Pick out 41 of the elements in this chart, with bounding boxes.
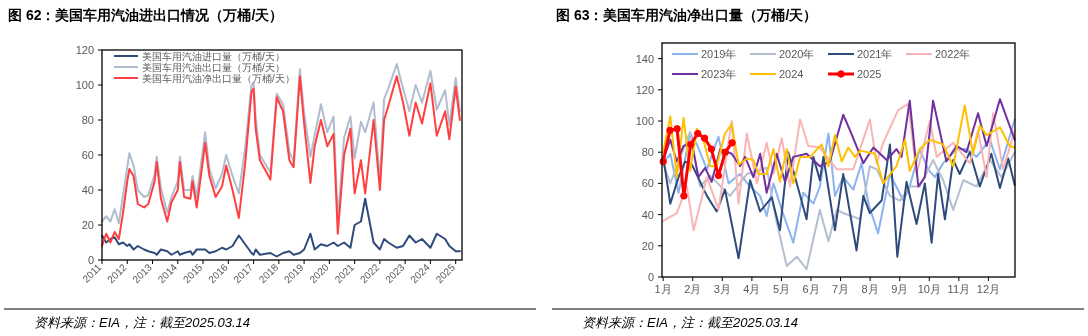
x-tick-label: 10月 bbox=[917, 283, 941, 295]
y-tick-label: 0 bbox=[87, 254, 94, 266]
y-tick-label: 80 bbox=[81, 114, 94, 126]
x-tick-label: 5月 bbox=[772, 283, 790, 295]
legend-label: 2022年 bbox=[935, 48, 971, 60]
legend-label: 2023年 bbox=[701, 68, 737, 80]
y-tick-label: 120 bbox=[75, 44, 94, 56]
y-tick-label: 140 bbox=[635, 52, 654, 65]
y-tick-label: 100 bbox=[75, 79, 94, 91]
y-tick-label: 120 bbox=[635, 83, 654, 96]
y-tick-label: 40 bbox=[641, 208, 654, 221]
legend-label: 2024 bbox=[779, 68, 804, 80]
y-tick-label: 80 bbox=[641, 146, 654, 159]
x-tick-label: 12月 bbox=[976, 283, 1001, 295]
legend-label: 美国车用汽油净出口量（万桶/天） bbox=[142, 72, 295, 84]
y-tick-label: 20 bbox=[641, 239, 654, 252]
x-tick-label: 7月 bbox=[832, 283, 850, 295]
x-tick-label: 4月 bbox=[743, 283, 761, 295]
x-tick-label: 3月 bbox=[713, 283, 731, 295]
legend-label: 2021年 bbox=[857, 48, 893, 60]
x-tick-label: 8月 bbox=[861, 283, 879, 295]
chart-title: 图 62：美国车用汽油进出口情况（万桶/天） bbox=[8, 7, 284, 23]
legend-label: 2019年 bbox=[701, 48, 737, 60]
legend-label: 2025 bbox=[857, 68, 882, 80]
text: 资料来源：EIA，注：截至2025.03.14 bbox=[582, 315, 799, 330]
y-tick-label: 60 bbox=[81, 149, 94, 161]
chart-title: 图 63：美国车用汽油净出口量（万桶/天） bbox=[556, 7, 818, 23]
text: 资料来源：EIA，注：截至2025.03.14 bbox=[34, 315, 251, 330]
legend-label: 2020年 bbox=[779, 48, 815, 60]
legend-label: 美国车用汽油进口量（万桶/天） bbox=[142, 50, 285, 62]
x-tick-label: 2月 bbox=[684, 283, 702, 295]
legend-label: 美国车用汽油出口量（万桶/天） bbox=[142, 61, 285, 73]
x-tick-label: 9月 bbox=[891, 283, 909, 295]
x-tick-label: 11月 bbox=[947, 283, 971, 295]
x-tick-label: 6月 bbox=[802, 283, 820, 295]
y-tick-label: 0 bbox=[647, 271, 654, 283]
x-tick-label: 1月 bbox=[654, 283, 672, 295]
y-tick-label: 40 bbox=[81, 184, 94, 196]
y-tick-label: 100 bbox=[635, 115, 654, 127]
y-tick-label: 60 bbox=[641, 177, 654, 190]
y-tick-label: 20 bbox=[81, 219, 94, 231]
